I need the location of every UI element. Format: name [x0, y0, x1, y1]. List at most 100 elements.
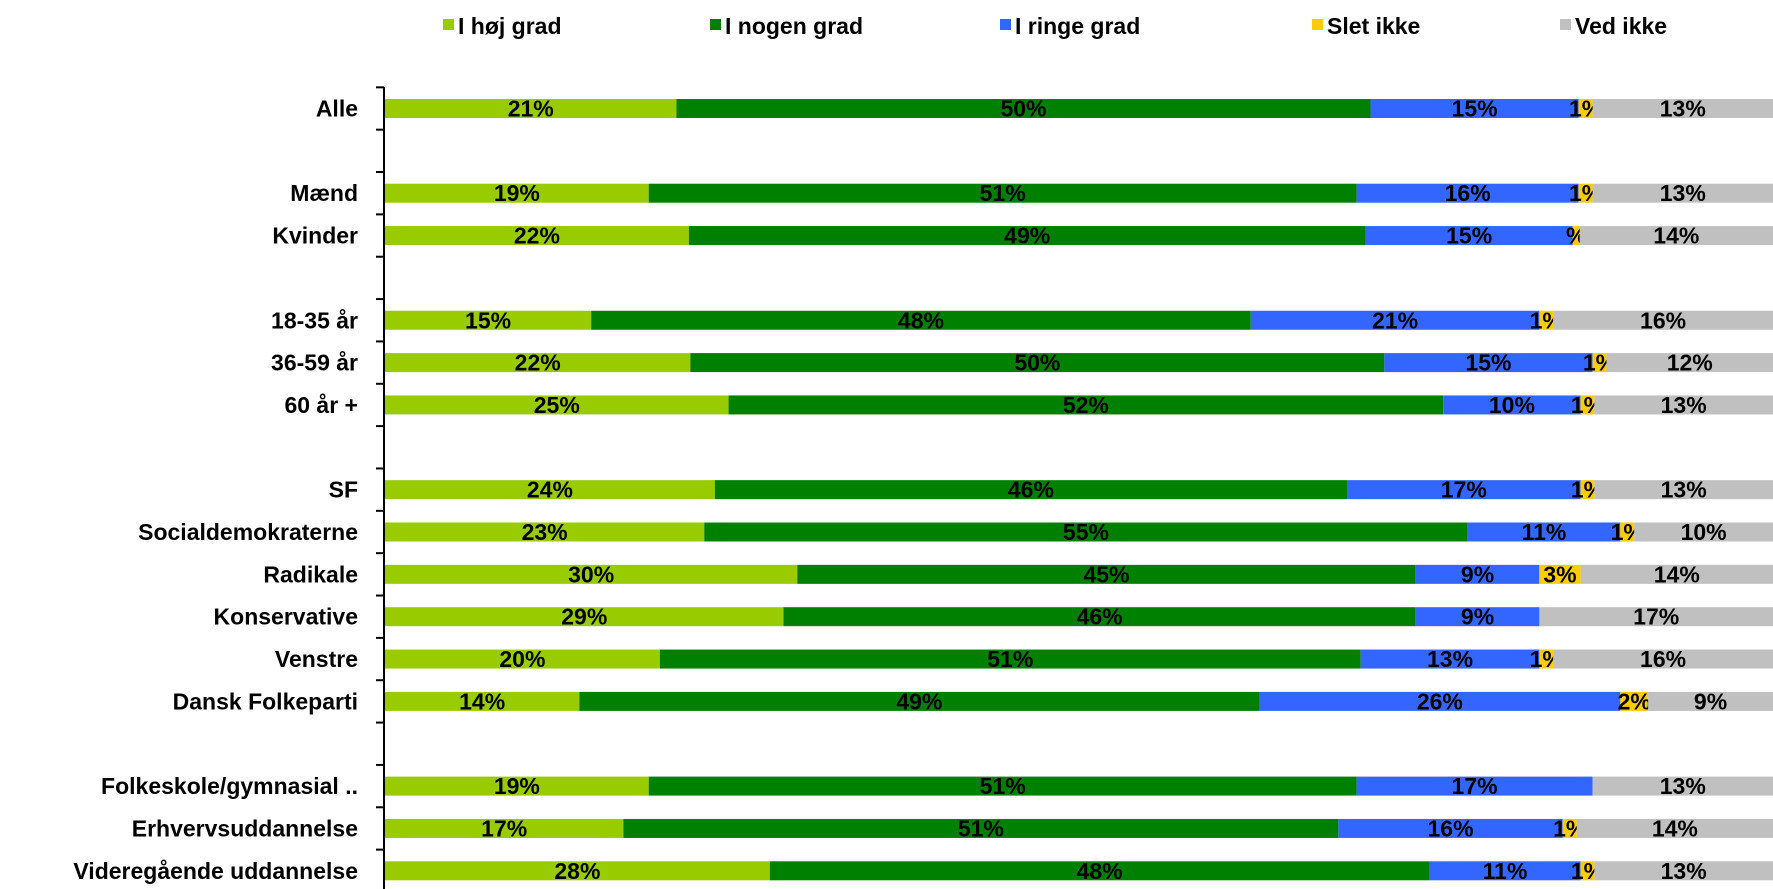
bar-segment [1539, 310, 1554, 330]
bar-segment [1539, 649, 1554, 669]
bar-segment [1580, 395, 1595, 415]
bar-segment [1576, 818, 1773, 838]
data-label: 51% [980, 180, 1026, 206]
bar-segment [1429, 861, 1581, 881]
data-label: 17% [1633, 604, 1679, 630]
bar-segment [688, 226, 1366, 246]
bar-segment [1553, 310, 1773, 330]
bar-segment [1338, 818, 1563, 838]
data-label: 14% [459, 688, 505, 714]
data-label: 14% [1653, 223, 1699, 249]
bar-segment [1578, 99, 1593, 118]
category-label: Mænd [290, 180, 358, 206]
legend-label-3: I ringe grad [1015, 13, 1140, 39]
bar-segment [385, 395, 729, 415]
bar-segment [385, 183, 649, 203]
bar-segment [385, 691, 580, 711]
bar-segment [728, 395, 1444, 415]
data-label: 11% [1522, 519, 1567, 545]
bar-segment [1580, 564, 1773, 584]
data-label: 12% [1667, 350, 1713, 376]
data-label: 21% [1372, 307, 1418, 333]
category-label: Radikale [263, 561, 358, 587]
data-label: 10% [1681, 519, 1727, 545]
bar-segment [1579, 226, 1773, 246]
data-label: 22% [515, 350, 561, 376]
data-label: 9% [1694, 688, 1727, 714]
chart-legend: I høj grad I nogen grad I ringe grad Slet i… [443, 13, 1667, 39]
bar-segment [1606, 353, 1773, 373]
data-label: 51% [980, 773, 1026, 799]
bar-segment [591, 310, 1251, 330]
data-label: 48% [1077, 858, 1123, 884]
data-label: 16% [1640, 307, 1686, 333]
bar-segment [1250, 310, 1540, 330]
bar-segment [1592, 776, 1773, 796]
bar-segment [659, 649, 1361, 669]
bar-segment [1578, 183, 1593, 203]
data-label: 21% [508, 96, 554, 122]
data-label: 49% [896, 688, 942, 714]
bar-segment [1259, 691, 1621, 711]
bar-segment [385, 480, 715, 500]
bar-segment [1572, 226, 1580, 246]
data-label: 55% [1063, 519, 1109, 545]
data-label: 15% [465, 307, 511, 333]
bar-segment [385, 818, 624, 838]
bar-segment [1553, 649, 1773, 669]
data-label: 13% [1427, 646, 1473, 672]
bar-segment [1634, 522, 1773, 542]
data-label: 29% [561, 604, 607, 630]
bar-segment [1580, 480, 1595, 500]
bar-segment [385, 607, 784, 627]
bar-segment [704, 522, 1468, 542]
data-label: 15% [1452, 96, 1498, 122]
data-label: 19% [494, 773, 540, 799]
data-label: 16% [1640, 646, 1686, 672]
data-label: 30% [568, 561, 614, 587]
data-label: 26% [1417, 688, 1463, 714]
category-label: Erhvervsuddannelse [132, 815, 358, 841]
bar-segment [1620, 522, 1635, 542]
data-label: 13% [1661, 392, 1707, 418]
bar-segment [385, 861, 770, 881]
data-label: 23% [522, 519, 568, 545]
category-label: Socialdemokraterne [138, 519, 358, 545]
bar-segment [1592, 183, 1773, 203]
data-label: 50% [1014, 350, 1060, 376]
data-label: 15% [1446, 223, 1492, 249]
bar-segment [385, 99, 677, 118]
bar-segment [714, 480, 1347, 500]
bar-segment [1370, 99, 1579, 118]
data-label: 14% [1652, 815, 1698, 841]
legend-label-2: I nogen grad [725, 13, 863, 39]
data-label: 17% [1441, 477, 1487, 503]
category-label: 18-35 år [271, 307, 358, 333]
data-label: 14% [1654, 561, 1700, 587]
data-label: 15% [1465, 350, 1511, 376]
bar-segment [1594, 395, 1773, 415]
data-label: 24% [527, 477, 573, 503]
bar-segment [1620, 691, 1649, 711]
bar-segment [385, 649, 660, 669]
bar-segment [1648, 691, 1773, 711]
category-label: SF [329, 477, 358, 503]
bar-segment [623, 818, 1339, 838]
data-label: 13% [1661, 477, 1707, 503]
data-label: 25% [534, 392, 580, 418]
legend-label-1: I høj grad [458, 13, 562, 39]
data-label: 46% [1008, 477, 1054, 503]
category-axis-labels: Alle Mænd Kvinder 18-35 år 36-59 år 60 år + SF… [73, 96, 358, 884]
data-label: 22% [514, 223, 560, 249]
legend-swatch-3 [1000, 19, 1011, 30]
data-label: 51% [958, 815, 1004, 841]
data-label: 11% [1483, 858, 1528, 884]
bar-segment [385, 310, 592, 330]
data-label: 28% [554, 858, 600, 884]
data-label: 52% [1063, 392, 1109, 418]
data-label: 13% [1660, 773, 1706, 799]
legend-swatch-4 [1312, 19, 1323, 30]
legend-label-4: Slet ikke [1327, 13, 1420, 39]
category-label: 36-59 år [271, 350, 358, 376]
